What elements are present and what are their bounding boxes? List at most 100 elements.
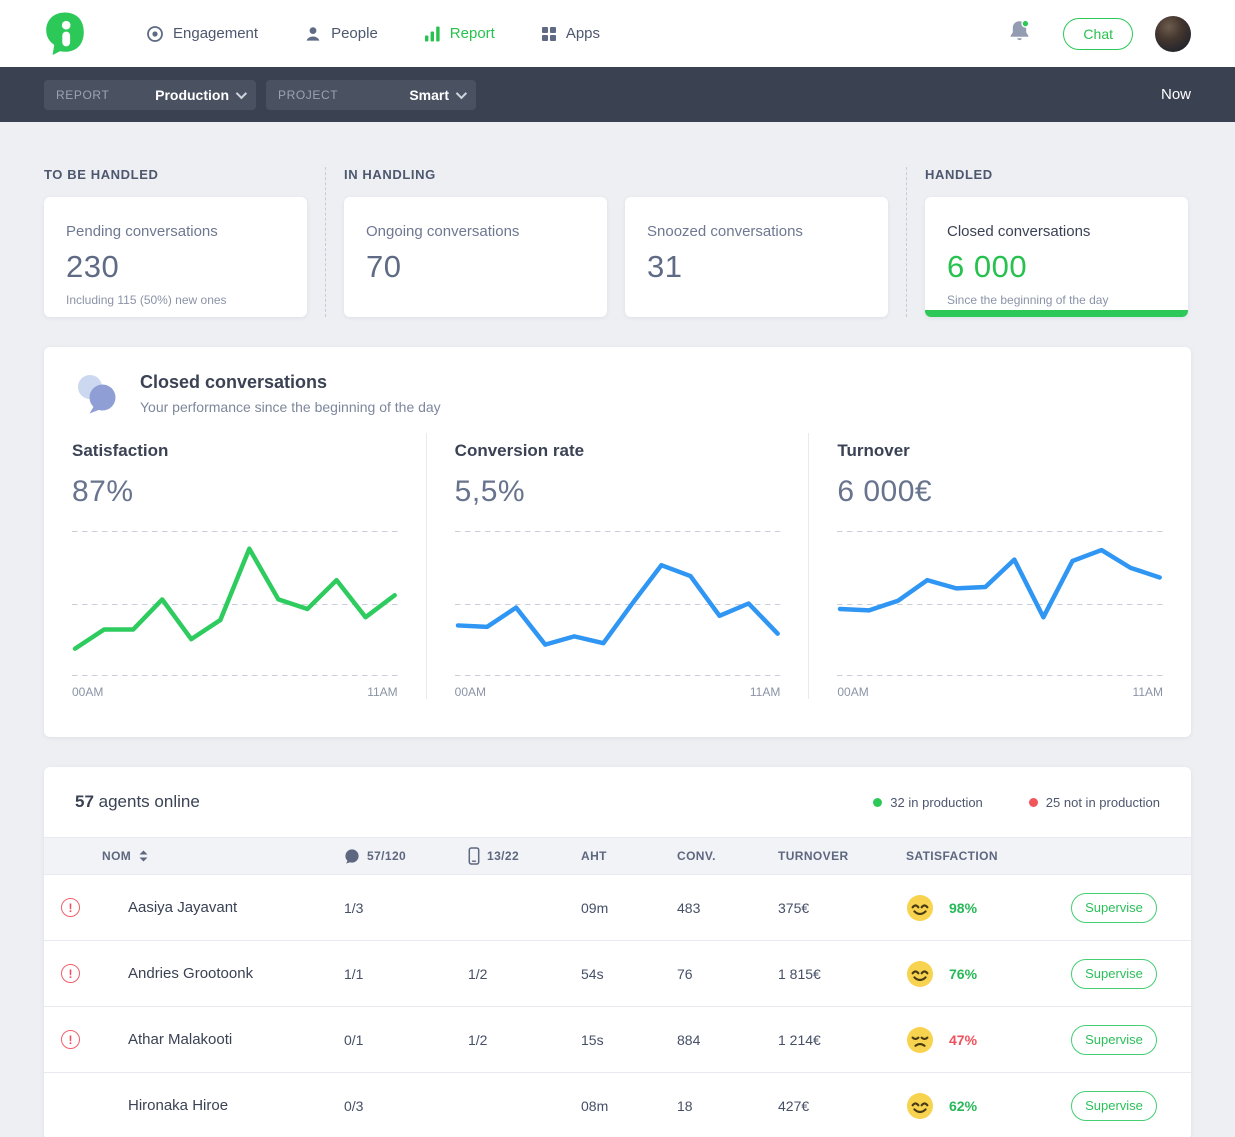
- chat-bubble-icon: [345, 848, 359, 864]
- agent-name: Aasiya Jayavant: [128, 899, 238, 916]
- chart-headline-value: 87%: [72, 475, 134, 508]
- performance-panel: Closed conversations Your performance si…: [44, 347, 1191, 737]
- nav-item-apps[interactable]: Apps: [541, 25, 600, 42]
- supervise-button[interactable]: Supervise: [1071, 892, 1157, 923]
- alert-icon: !: [61, 898, 80, 917]
- card-title: Snoozed conversations: [647, 223, 803, 240]
- column-header-turnover: TURNOVER: [778, 849, 849, 863]
- card-value: 31: [647, 249, 683, 284]
- agents-table-body: ! Aasiya Jayavant 1/3 09m 483 375€ 98%: [44, 875, 1191, 1137]
- nav-item-label: Engagement: [173, 25, 259, 42]
- x-axis-end-label: 11AM: [367, 685, 398, 699]
- supervise-button[interactable]: Supervise: [1071, 1090, 1157, 1121]
- supervise-button[interactable]: Supervise: [1071, 1024, 1157, 1055]
- chevron-down-icon: [455, 87, 468, 99]
- gridline: [72, 531, 398, 532]
- iadvize-logo-icon[interactable]: [44, 11, 86, 57]
- table-header-row: NOM 57/120 13/22 AHT CONV. TURNOVER SATI…: [44, 837, 1191, 875]
- nav-item-label: Report: [449, 25, 495, 42]
- person-icon: [306, 26, 320, 41]
- gridline: [837, 603, 1164, 605]
- notifications-bell-icon[interactable]: [1008, 18, 1031, 49]
- x-axis-end-label: 11AM: [1132, 685, 1164, 699]
- table-row: ! Hironaka Hiroe 0/3 08m 18 427€ 62% S: [44, 1073, 1191, 1137]
- group-divider: [906, 167, 907, 317]
- gridline: [72, 603, 398, 605]
- table-row: ! Athar Malakooti 0/1 1/2 15s 884 1 214€…: [44, 1007, 1191, 1073]
- column-header-name-sort[interactable]: NOM: [88, 849, 344, 863]
- sort-icon: [139, 850, 148, 862]
- agents-panel: 57 agents online 32 in production 25 not…: [44, 767, 1191, 1137]
- panel-subtitle: Your performance since the beginning of …: [140, 399, 441, 415]
- gridline: [837, 531, 1164, 532]
- agent-aht: 54s: [581, 965, 604, 982]
- stats-group-to-be-handled: TO BE HANDLED Pending conversations 230 …: [44, 167, 307, 317]
- alert-icon: !: [61, 964, 80, 983]
- agent-conv: 483: [677, 899, 701, 916]
- gridline: [454, 675, 781, 676]
- panel-title: Closed conversations: [140, 372, 328, 392]
- target-icon: [147, 25, 163, 42]
- agent-phone-ratio: 1/2: [468, 965, 488, 982]
- chat-button[interactable]: Chat: [1063, 17, 1133, 50]
- snoozed-conversations-card: Snoozed conversations 31: [625, 197, 888, 317]
- chevron-down-icon: [235, 87, 248, 99]
- column-header-label: 13/22: [487, 849, 520, 863]
- agent-turnover: 427€: [778, 1097, 810, 1114]
- red-dot-icon: [1028, 797, 1038, 807]
- agents-count-label: agents online: [93, 792, 200, 811]
- agent-chat-ratio: 0/1: [344, 1031, 364, 1048]
- mobile-phone-icon: [468, 847, 480, 865]
- table-row: ! Andries Grootoonk 1/1 1/2 54s 76 1 815…: [44, 941, 1191, 1007]
- chart-title: Conversion rate: [454, 441, 585, 460]
- report-dropdown-value: Production: [155, 86, 229, 103]
- project-dropdown[interactable]: PROJECT Smart: [266, 79, 476, 110]
- stats-group-in-handling: IN HANDLING Ongoing conversations 70 Sno…: [344, 167, 888, 317]
- chart-title: Satisfaction: [72, 441, 169, 460]
- closed-conversations-card: Closed conversations 6 000 Since the beg…: [925, 197, 1188, 317]
- production-legend: 32 in production 25 not in production: [873, 795, 1160, 810]
- supervise-button[interactable]: Supervise: [1071, 958, 1157, 989]
- apps-grid-icon: [541, 26, 556, 41]
- report-toolbar: REPORT Production PROJECT Smart Now: [0, 67, 1235, 122]
- x-axis-start-label: 00AM: [837, 685, 869, 699]
- agent-name: Andries Grootoonk: [128, 965, 254, 982]
- agent-aht: 09m: [581, 899, 609, 916]
- card-accent-bar: [925, 310, 1188, 317]
- nav-item-engagement[interactable]: Engagement: [146, 25, 258, 43]
- pending-conversations-card: Pending conversations 230 Including 115 …: [44, 197, 307, 317]
- card-value: 6 000: [947, 249, 1028, 284]
- nav-item-report[interactable]: Report: [424, 25, 495, 42]
- satisfaction-value: 98%: [949, 899, 978, 916]
- gridline: [72, 675, 398, 676]
- agent-chat-ratio: 1/1: [344, 965, 364, 982]
- agents-count-number: 57: [75, 792, 94, 811]
- agent-chat-ratio: 0/3: [344, 1097, 364, 1114]
- x-axis-start-label: 00AM: [454, 685, 487, 699]
- group-label: IN HANDLING: [344, 167, 436, 182]
- legend-label: 32 in production: [890, 794, 983, 810]
- nav-item-people[interactable]: People: [304, 25, 378, 43]
- agent-aht: 08m: [581, 1097, 609, 1114]
- chart-title: Turnover: [837, 441, 910, 460]
- happy-emoji-icon: [907, 894, 933, 921]
- column-header-label: NOM: [102, 849, 132, 863]
- card-title: Ongoing conversations: [366, 223, 520, 240]
- report-type-dropdown[interactable]: REPORT Production: [44, 79, 256, 110]
- agent-chat-ratio: 1/3: [344, 899, 364, 916]
- top-navigation: Engagement People Report Apps: [0, 0, 1235, 67]
- legend-not-in-production: 25 not in production: [1028, 795, 1160, 810]
- agent-turnover: 375€: [778, 899, 810, 916]
- agent-conv: 884: [677, 1031, 701, 1048]
- column-header-satisfaction: SATISFACTION: [906, 849, 998, 863]
- turnover-chart: Turnover 6 000€ 00AM 11AM: [808, 433, 1191, 699]
- gridline: [454, 603, 781, 605]
- user-avatar[interactable]: [1155, 15, 1191, 52]
- column-header-conv: CONV.: [677, 849, 716, 863]
- agent-turnover: 1 214€: [778, 1031, 821, 1048]
- chart-headline-value: 6 000€: [837, 475, 933, 508]
- agent-turnover: 1 815€: [778, 965, 821, 982]
- chart-headline-value: 5,5%: [454, 475, 526, 508]
- x-axis-end-label: 11AM: [749, 685, 781, 699]
- happy-emoji-icon: [907, 960, 933, 987]
